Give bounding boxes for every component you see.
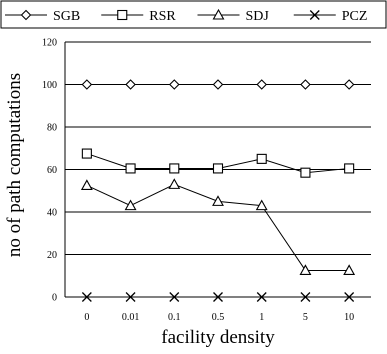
x-tick-label: 1 <box>259 312 264 323</box>
y-axis-label: no of path computations <box>4 73 25 257</box>
data-point-sdj <box>124 199 137 211</box>
data-point-sgb <box>125 79 136 90</box>
data-point-sgb <box>300 79 311 90</box>
data-point-rsr <box>169 163 180 174</box>
data-point-pcz <box>81 292 92 302</box>
x-tick-label: 0.1 <box>168 312 181 323</box>
legend: SGB RSR SDJ PCZ <box>0 0 387 29</box>
x-tick-label: 0 <box>84 312 89 323</box>
data-point-pcz <box>125 292 136 302</box>
y-tick-label: 120 <box>42 38 57 49</box>
data-point-pcz <box>213 292 223 302</box>
data-point-rsr <box>125 163 136 174</box>
data-point-sgb <box>343 79 355 90</box>
y-tick-labels: 0 20 40 60 80 100 120 <box>42 38 57 304</box>
data-point-rsr <box>344 163 355 174</box>
data-point-pcz <box>169 292 180 302</box>
series-group <box>80 79 356 302</box>
series-sdj <box>80 178 356 275</box>
legend-label: SDJ <box>246 9 270 24</box>
data-point-pcz <box>344 292 355 302</box>
data-point-sdj <box>343 264 356 275</box>
x-tick-labels: 0 0.01 0.1 0.5 1 5 10 <box>84 312 354 323</box>
data-point-sgb <box>212 79 224 90</box>
x-tick-label: 0.01 <box>122 312 140 323</box>
data-point-sgb <box>81 79 93 90</box>
legend-marker-pcz <box>309 10 320 20</box>
series-rsr <box>81 148 355 178</box>
data-point-sdj <box>255 199 268 211</box>
legend-label: RSR <box>149 9 176 24</box>
x-axis-label: facility density <box>161 327 275 348</box>
data-point-rsr <box>300 167 311 178</box>
x-tick-label: 10 <box>344 312 354 323</box>
data-point-sdj <box>80 179 93 190</box>
y-tick-label: 60 <box>47 165 57 176</box>
series-sgb <box>81 79 355 90</box>
legend-marker-sgb <box>20 9 32 21</box>
legend-label: SGB <box>53 9 80 24</box>
data-point-pcz <box>256 292 267 302</box>
x-tick-label: 0.5 <box>212 312 225 323</box>
y-tick-label: 20 <box>47 250 57 261</box>
legend-item-pcz: PCZ <box>293 9 368 24</box>
legend-label: PCZ <box>342 9 368 24</box>
legend-item-rsr: RSR <box>101 9 176 24</box>
y-tick-label: 40 <box>47 208 57 219</box>
y-tick-label: 0 <box>52 293 57 304</box>
data-point-sdj <box>168 178 181 189</box>
data-point-pcz <box>300 292 311 302</box>
series-pcz <box>81 292 355 302</box>
y-tick-label: 80 <box>47 123 57 134</box>
legend-marker-sdj <box>212 8 225 20</box>
data-point-sgb <box>256 79 267 90</box>
x-tick-label: 5 <box>303 312 308 323</box>
data-point-rsr <box>212 163 224 174</box>
data-point-sgb <box>169 79 180 90</box>
gridlines <box>65 41 371 255</box>
legend-item-sdj: SDJ <box>197 8 270 24</box>
data-point-sdj <box>212 195 224 206</box>
data-point-rsr <box>81 148 92 159</box>
data-point-rsr <box>256 153 267 164</box>
data-point-sdj <box>299 264 312 275</box>
legend-marker-rsr <box>117 9 128 21</box>
legend-item-sgb: SGB <box>5 9 80 24</box>
y-tick-label: 100 <box>42 80 57 91</box>
